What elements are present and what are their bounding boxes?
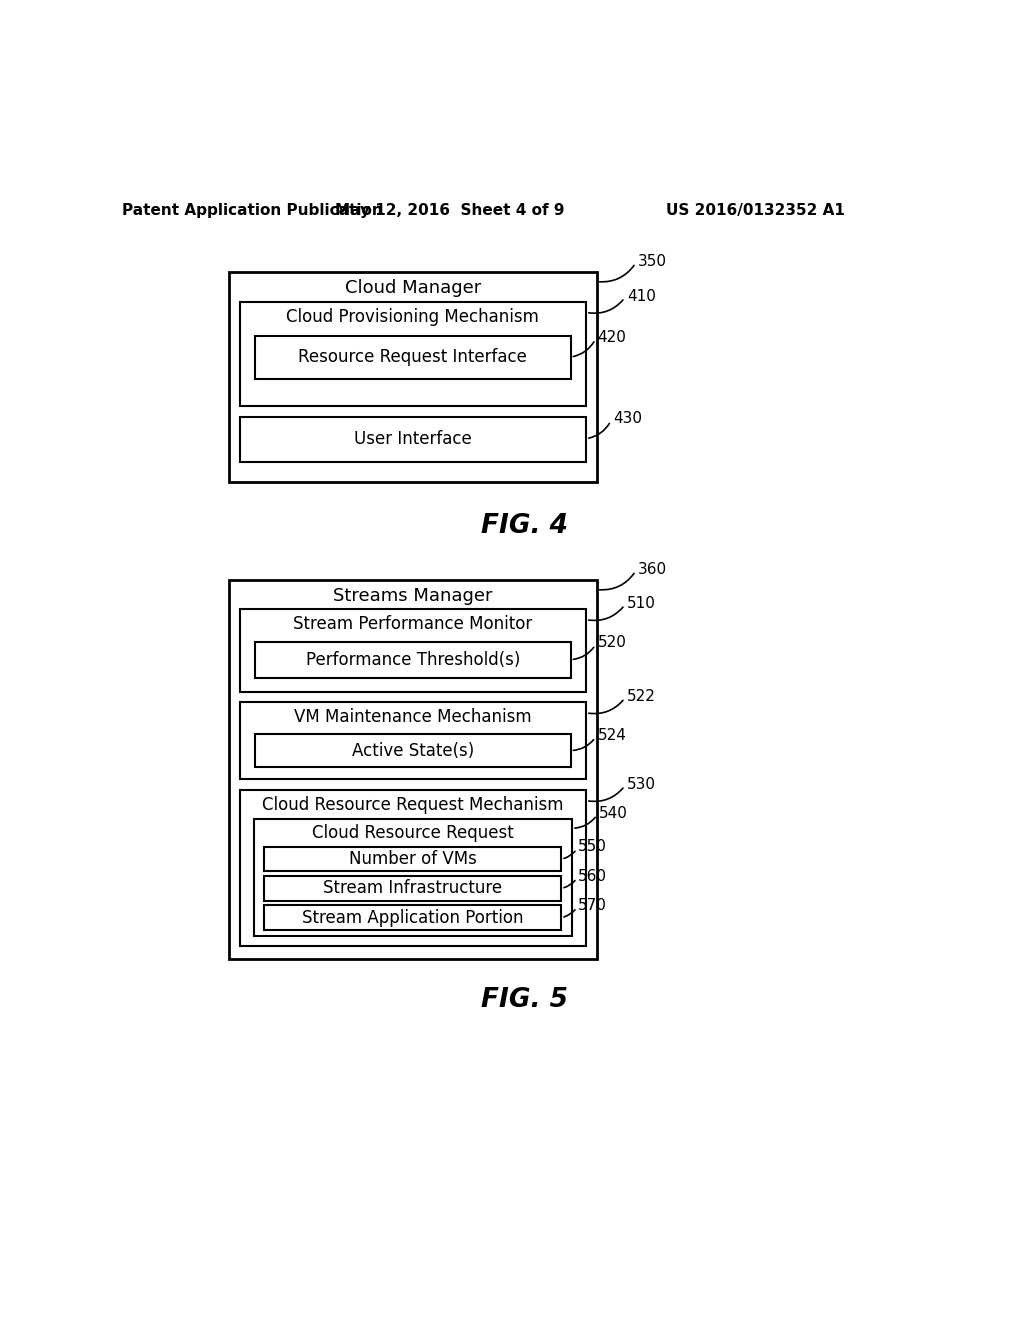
Text: 410: 410	[627, 289, 656, 304]
Text: 570: 570	[579, 898, 607, 913]
Bar	[264, 906, 561, 929]
Text: Streams Manager: Streams Manager	[333, 587, 493, 605]
Text: 360: 360	[638, 562, 667, 577]
Text: 530: 530	[627, 777, 656, 792]
Text: Cloud Resource Request Mechanism: Cloud Resource Request Mechanism	[262, 796, 563, 814]
Text: 350: 350	[638, 253, 667, 269]
Text: 520: 520	[598, 635, 627, 651]
Bar	[228, 272, 597, 482]
Text: Stream Application Portion: Stream Application Portion	[302, 908, 523, 927]
Text: 522: 522	[627, 689, 656, 704]
Text: Cloud Provisioning Mechanism: Cloud Provisioning Mechanism	[287, 308, 540, 326]
Text: User Interface: User Interface	[354, 430, 472, 449]
Text: 510: 510	[627, 595, 656, 611]
Text: 524: 524	[598, 727, 627, 743]
Text: 420: 420	[598, 330, 627, 345]
Bar	[240, 789, 586, 946]
Bar	[228, 581, 597, 960]
Bar	[240, 417, 586, 462]
Text: Patent Application Publication: Patent Application Publication	[122, 203, 382, 218]
Bar	[240, 702, 586, 779]
Text: FIG. 5: FIG. 5	[481, 987, 568, 1012]
Text: FIG. 4: FIG. 4	[481, 513, 568, 540]
Text: 560: 560	[579, 869, 607, 883]
Text: 550: 550	[579, 840, 607, 854]
Text: Number of VMs: Number of VMs	[349, 850, 477, 869]
Text: 430: 430	[613, 411, 642, 426]
Bar	[255, 734, 570, 767]
Text: Stream Performance Monitor: Stream Performance Monitor	[293, 615, 532, 634]
Text: US 2016/0132352 A1: US 2016/0132352 A1	[667, 203, 845, 218]
Bar	[240, 302, 586, 405]
Text: VM Maintenance Mechanism: VM Maintenance Mechanism	[294, 709, 531, 726]
Bar	[240, 609, 586, 692]
Text: Performance Threshold(s): Performance Threshold(s)	[305, 651, 520, 669]
Text: Cloud Manager: Cloud Manager	[345, 279, 481, 297]
Text: Resource Request Interface: Resource Request Interface	[298, 348, 527, 366]
Bar	[264, 876, 561, 900]
Bar	[264, 847, 561, 871]
Bar	[255, 642, 570, 678]
Bar	[255, 335, 570, 379]
Text: May 12, 2016  Sheet 4 of 9: May 12, 2016 Sheet 4 of 9	[335, 203, 564, 218]
Bar	[254, 818, 572, 936]
Text: Active State(s): Active State(s)	[351, 742, 474, 759]
Text: 540: 540	[599, 807, 628, 821]
Text: Stream Infrastructure: Stream Infrastructure	[324, 879, 503, 898]
Text: Cloud Resource Request: Cloud Resource Request	[312, 824, 514, 842]
